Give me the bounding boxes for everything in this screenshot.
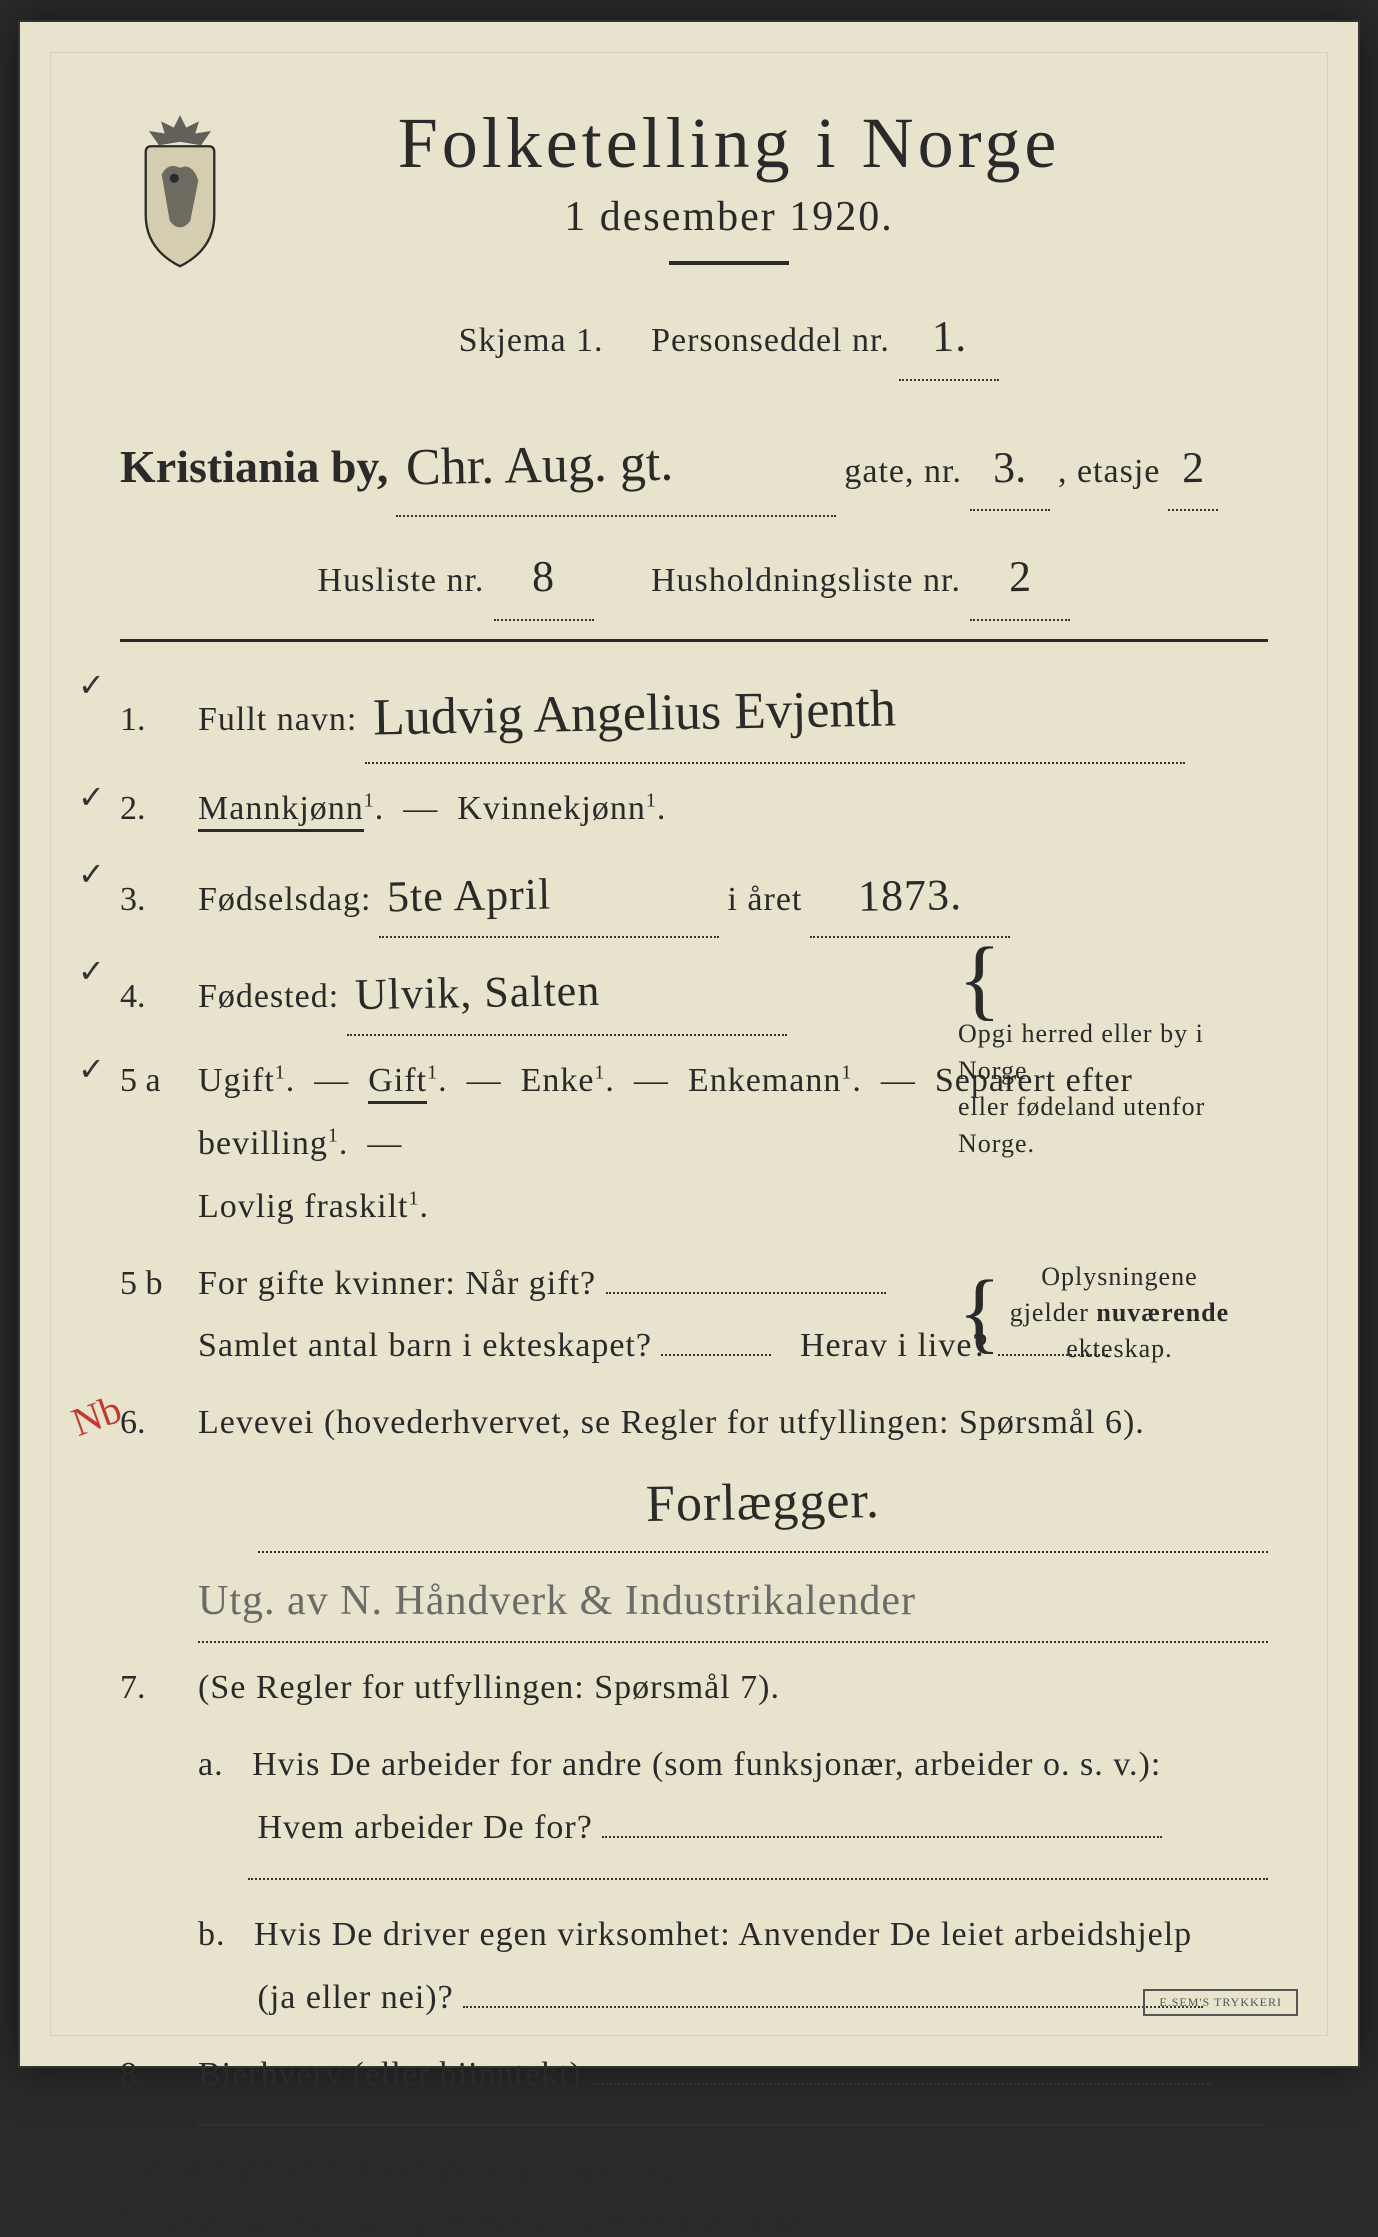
printer-stamp: E.SEM'S TRYKKERI bbox=[1143, 1989, 1298, 2016]
q2-num: 2. bbox=[120, 790, 180, 828]
q5b-line2a: Samlet antal barn i ekteskapet? bbox=[198, 1327, 652, 1364]
header: Folketelling i Norge 1 desember 1920. Sk… bbox=[120, 102, 1268, 399]
q2-female: Kvinnekjønn bbox=[457, 790, 646, 827]
q5a-opt3: Enkemann bbox=[688, 1062, 841, 1099]
coat-of-arms-icon bbox=[120, 112, 240, 272]
schema-label: Skjema 1. bbox=[459, 322, 604, 359]
q5a-opt0: Ugift bbox=[198, 1062, 275, 1099]
q5a-num: 5 a bbox=[120, 1062, 180, 1100]
q6-num: 6. bbox=[120, 1404, 180, 1442]
q7-intro: (Se Regler for utfyllingen: Spørsmål 7). bbox=[198, 1669, 780, 1706]
q8-num: 8. bbox=[120, 2056, 180, 2094]
etasje-value: 2 bbox=[1182, 425, 1205, 509]
q5a-opt4: Separert efter bevilling bbox=[198, 1062, 1133, 1162]
q3-year: 1873. bbox=[858, 854, 963, 937]
q5b-note1: Oplysningene bbox=[1041, 1262, 1197, 1291]
footnote-text: Her kan svares ved tydelig understreknin… bbox=[151, 2211, 819, 2236]
q7: 7. (Se Regler for utfyllingen: Spørsmål … bbox=[120, 1657, 1268, 2029]
q5a-opt2: Enke bbox=[521, 1062, 595, 1099]
q6: Nb 6. Levevei (hovederhvervet, se Regler… bbox=[120, 1392, 1268, 1643]
q6-label: Levevei (hovederhvervet, se Regler for u… bbox=[198, 1404, 1145, 1441]
etasje-label: , etasje bbox=[1058, 440, 1160, 505]
q5b-note: { Oplysningene gjelder nuværende ekteska… bbox=[958, 1259, 1278, 1368]
street-value: Chr. Aug. gt. bbox=[406, 414, 675, 517]
q4: ✓ 4. Fødested: Ulvik, Salten { Opgi herr… bbox=[120, 952, 1268, 1035]
q2: ✓ 2. Mannkjønn1. — Kvinnekjønn1. bbox=[120, 778, 1268, 841]
check-mark-icon: ✓ bbox=[78, 1050, 105, 1088]
footnote: 1 Her kan svares ved tydelig understrekn… bbox=[120, 2195, 1268, 2236]
husliste-value: 8 bbox=[532, 535, 556, 619]
divider bbox=[120, 639, 1268, 642]
q7b-label: b. bbox=[198, 1916, 226, 1953]
footer-note: Har man ingen biinntekt av nogen betydni… bbox=[120, 2156, 1268, 2183]
location-line: Kristiania by, Chr. Aug. gt. gate, nr. 3… bbox=[120, 417, 1268, 518]
q7a-line2: Hvem arbeider De for? bbox=[258, 1809, 593, 1846]
q8-label: Bierhverv (eller biinntekt) bbox=[198, 2056, 582, 2093]
q3: ✓ 3. Fødselsdag: 5te April i året 1873. bbox=[120, 855, 1268, 938]
q5a-line2: Lovlig fraskilt bbox=[198, 1188, 408, 1225]
q1-value: Ludvig Angelius Evjenth bbox=[372, 661, 896, 766]
q8: 8. Bierhverv (eller biinntekt) bbox=[120, 2044, 1268, 2127]
q1: ✓ 1. Fullt navn: Ludvig Angelius Evjenth bbox=[120, 666, 1268, 764]
q5b-num: 5 b bbox=[120, 1265, 180, 1303]
check-mark-icon: ✓ bbox=[78, 952, 105, 990]
footnote-mark: 1 bbox=[120, 2205, 131, 2227]
q5a-opt1: Gift bbox=[368, 1062, 427, 1104]
q5b: 5 b For gifte kvinner: Når gift? Samlet … bbox=[120, 1253, 1268, 1379]
husholdning-value: 2 bbox=[1008, 535, 1032, 619]
city-label: Kristiania by, bbox=[120, 423, 388, 510]
q7b-line1: Hvis De driver egen virksomhet: Anvender… bbox=[254, 1916, 1192, 1953]
check-mark-icon: ✓ bbox=[78, 778, 105, 816]
q6-value: Forlægger. bbox=[645, 1453, 881, 1553]
q5a: ✓ 5 a Ugift1. — Gift1. — Enke1. — Enkema… bbox=[120, 1050, 1268, 1239]
q7b-line2: (ja eller nei)? bbox=[258, 1979, 454, 2016]
q5b-note3: ekteskap. bbox=[1066, 1334, 1172, 1363]
q3-day: 5te April bbox=[387, 854, 553, 938]
q5b-line1: For gifte kvinner: Når gift? bbox=[198, 1265, 596, 1302]
q6-pencil: Utg. av N. Håndverk & Industrikalender bbox=[198, 1578, 916, 1624]
check-mark-icon: ✓ bbox=[78, 666, 105, 704]
q5b-note2: gjelder nuværende bbox=[1010, 1298, 1229, 1327]
main-title: Folketelling i Norge bbox=[270, 102, 1188, 185]
personseddel-label: Personseddel nr. bbox=[651, 322, 890, 359]
q2-male: Mannkjønn bbox=[198, 790, 364, 832]
personseddel-value: 1. bbox=[931, 295, 967, 379]
gate-label: gate, nr. bbox=[844, 440, 962, 505]
q4-num: 4. bbox=[120, 978, 180, 1016]
q1-num: 1. bbox=[120, 701, 180, 739]
q7a-label: a. bbox=[198, 1746, 224, 1783]
title-rule bbox=[669, 261, 789, 265]
red-mark-icon: Nb bbox=[65, 1385, 127, 1446]
husliste-label: Husliste nr. bbox=[318, 562, 485, 599]
census-form-page: Folketelling i Norge 1 desember 1920. Sk… bbox=[18, 20, 1360, 2068]
q7-num: 7. bbox=[120, 1669, 180, 1707]
husliste-line: Husliste nr. 8 Husholdningsliste nr. 2 bbox=[120, 535, 1268, 621]
q4-label: Fødested: bbox=[198, 966, 339, 1029]
title-block: Folketelling i Norge 1 desember 1920. Sk… bbox=[270, 102, 1268, 399]
q4-value: Ulvik, Salten bbox=[355, 950, 602, 1036]
schema-line: Skjema 1. Personseddel nr. 1. bbox=[270, 295, 1188, 381]
subtitle: 1 desember 1920. bbox=[270, 193, 1188, 241]
q3-num: 3. bbox=[120, 881, 180, 919]
q7a-line1: Hvis De arbeider for andre (som funksjon… bbox=[252, 1746, 1161, 1783]
q3-label: Fødselsdag: bbox=[198, 869, 371, 932]
check-mark-icon: ✓ bbox=[78, 855, 105, 893]
q1-label: Fullt navn: bbox=[198, 689, 357, 752]
q3-year-label: i året bbox=[727, 869, 802, 932]
gate-nr: 3. bbox=[993, 425, 1027, 509]
husholdning-label: Husholdningsliste nr. bbox=[651, 562, 961, 599]
